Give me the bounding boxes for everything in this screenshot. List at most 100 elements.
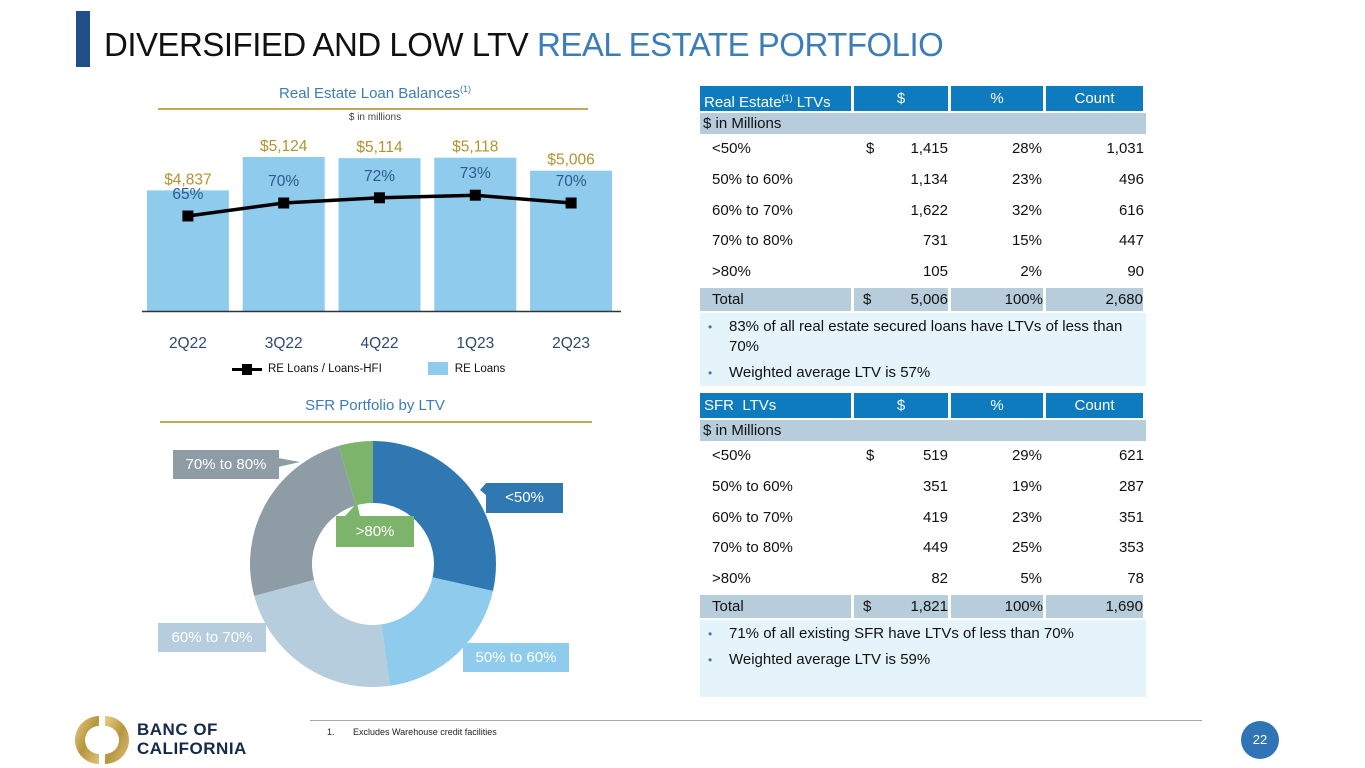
page-title: DIVERSIFIED AND LOW LTV REAL ESTATE PORT… [104,26,944,64]
sfr-total-amount-cell: $1,821 [854,594,948,618]
re-row-count: 1,031 [1106,140,1144,157]
re-row-label: 70% to 80% [712,232,793,250]
re-total-row: Total $5,006 100% 2,680 [700,287,1146,311]
sfr-header-count: Count [1046,393,1143,418]
re-row-currency: $ [866,140,875,157]
line-value-label: 72% [364,168,395,185]
bar-value-label: $5,124 [260,138,308,155]
line-marker [278,197,290,209]
bar-value-label: $5,114 [356,139,403,156]
footnote: 1. Excludes Warehouse credit facilities [327,727,497,737]
re-row-amount-cell: 1,622 [854,196,951,227]
sfr-row-amount-cell: 449 [854,533,951,564]
sfr-row-count: 353 [1118,539,1144,557]
re-row-count: 616 [1118,201,1144,219]
legend-line-label: RE Loans / Loans-HFI [268,362,382,375]
re-header-amount: $ [854,86,948,111]
sfr-row-amount-cell: 351 [854,472,951,503]
re-row-count: 447 [1118,232,1144,250]
bar-value-label: $5,006 [547,152,594,169]
re-row-label: 60% to 70% [712,201,793,219]
re-row-amount: 731 [922,232,948,250]
re-note: • Weighted average LTV is 57% [708,363,1136,383]
sfr-note-text: 71% of all existing SFR have LTVs of les… [729,624,1074,642]
sfr-total-row: Total $1,821 100% 1,690 [700,594,1146,618]
sfr-row: 50% to 60% 351 19% 287 [700,472,1146,503]
sfr-table-header: SFR LTVs $ % Count [700,393,1146,418]
callout-pointer-gt80 [345,503,360,516]
x-tick-label: 1Q23 [456,335,494,352]
sfr-row-label: <50% [712,447,751,464]
sfr-total-amount: 1,821 [910,597,948,615]
line-value-label: 70% [268,173,299,190]
line-value-label: 70% [556,173,587,190]
re-note-text: Weighted average LTV is 57% [729,363,931,381]
sfr-header-amount: $ [854,393,948,418]
sfr-row: 70% to 80% 449 25% 353 [700,533,1146,564]
bullet-icon: • [708,626,713,641]
re-units-row: $ in Millions [700,113,1146,134]
donut-slice [338,441,373,506]
bar-chart-divider [158,108,588,110]
re-header-pct: % [951,86,1043,111]
re-total-pct: 100% [951,287,1043,311]
sfr-row-amount-cell: $519 [854,441,951,472]
donut-chart-title: SFR Portfolio by LTV [305,397,445,414]
footnote-text: Excludes Warehouse credit facilities [353,727,497,737]
line-marker [182,210,194,222]
bar-value-label: $5,118 [452,139,498,156]
sfr-total-pct: 100% [951,594,1043,618]
sfr-note-text: Weighted average LTV is 59% [729,650,931,668]
sfr-row-amount: 519 [922,447,948,464]
sfr-total-count: 1,690 [1046,594,1143,618]
line-marker [374,192,385,204]
sfr-row-count: 621 [1118,447,1144,464]
legend-line-swatch [232,363,262,375]
bank-logo-line1: BANC OF [137,720,218,739]
donut-label-lt50: <50% [486,483,563,513]
re-row-amount: 1,134 [910,170,948,188]
re-row-amount: 1,622 [910,201,948,219]
re-header-main: Real Estate [704,94,782,111]
page-number-badge: 22 [1241,721,1279,759]
re-row-pct: 28% [1011,140,1042,157]
re-note-text: 83% of all real estate secured loans hav… [729,317,1123,355]
bar-re-loans [530,170,613,311]
sfr-row-currency: $ [866,447,875,464]
sfr-row: 60% to 70% 419 23% 351 [700,503,1146,534]
legend-bar-label: RE Loans [454,362,506,375]
donut-label-50-60: 50% to 60% [463,643,569,672]
donut-label-70-80: 70% to 80% [173,450,279,479]
re-row: 50% to 60% 1,134 23% 496 [700,165,1146,196]
donut-chart-divider [160,421,592,423]
line-value-label: 65% [172,186,203,203]
sfr-row-amount: 419 [922,508,948,526]
sfr-row-pct: 25% [1011,539,1042,557]
bullet-icon: • [708,319,713,334]
sfr-row-label: 50% to 60% [712,477,793,495]
donut-slice [254,579,390,687]
bar-value-label: $4,837 [164,171,211,188]
line-series-re-loans-ratio [187,193,572,218]
sfr-row-pct: 5% [1020,570,1042,588]
x-tick-label: 4Q22 [361,335,399,352]
re-note: • 83% of all real estate secured loans ha… [708,317,1136,357]
sfr-note: • 71% of all existing SFR have LTVs of le… [708,624,1136,644]
donut-label-60-70: 60% to 70% [158,623,266,652]
re-row-pct: 15% [1011,232,1042,250]
page-title-dark: DIVERSIFIED AND LOW LTV [104,26,529,63]
re-row: 60% to 70% 1,622 32% 616 [700,196,1146,227]
re-total-amount: 5,006 [910,290,948,308]
footer-divider [310,720,1202,721]
re-row-pct: 23% [1011,170,1042,188]
re-notes: • 83% of all real estate secured loans ha… [700,312,1146,386]
re-row-label: >80% [712,263,751,281]
callout-pointer-70-80 [278,458,300,467]
sfr-row: <50% $519 29% 621 [700,441,1146,472]
re-row-pct: 32% [1011,201,1042,219]
re-total-count: 2,680 [1046,287,1143,311]
bank-logo-line2: CALIFORNIA [137,739,247,758]
x-tick-label: 2Q22 [169,335,207,352]
bar-chart-title-sup: (1) [459,84,471,94]
sfr-row-label: >80% [712,570,751,588]
